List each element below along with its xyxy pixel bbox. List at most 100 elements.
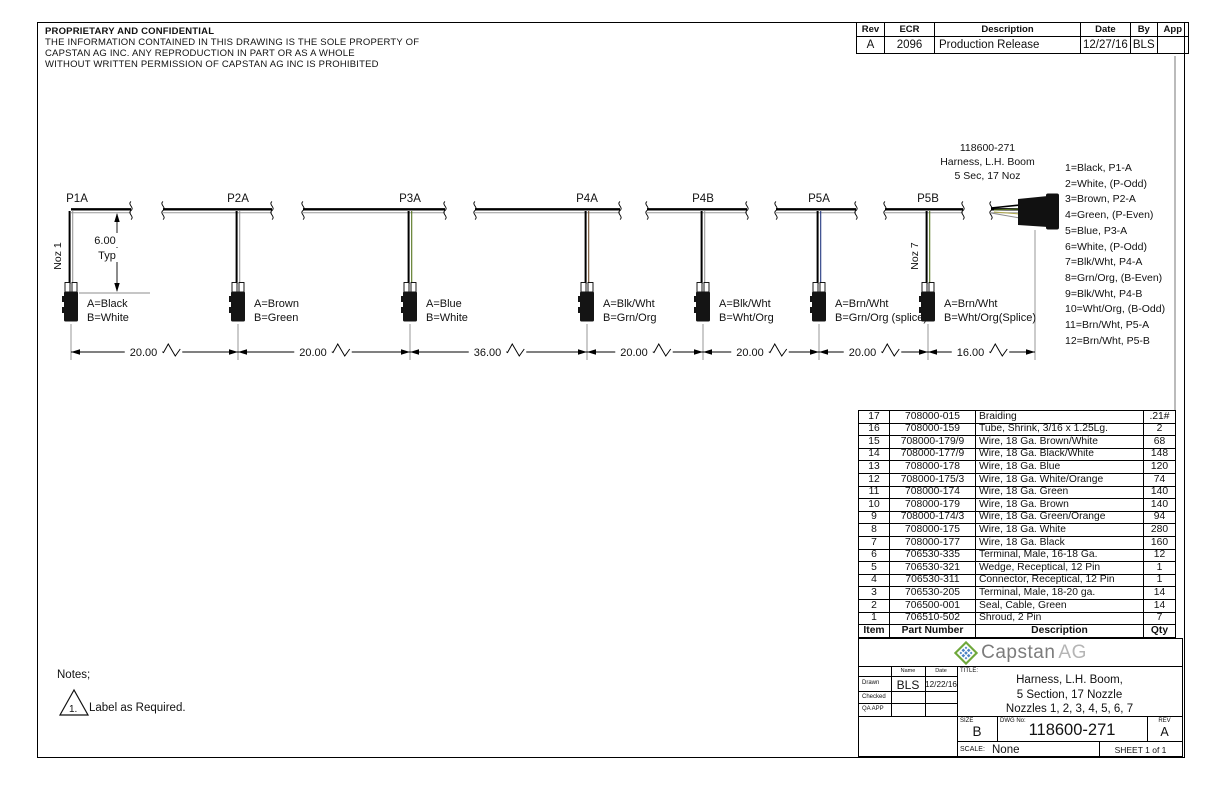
divider	[1147, 716, 1148, 741]
bom-cell: 13	[858, 460, 890, 474]
wire-b-label: B=Grn/Org (splice)	[835, 312, 927, 324]
bom-table: 17 708000-015 Braiding .21# 16 708000-159 Tube…	[858, 410, 1176, 638]
bom-cell: 708000-177	[889, 535, 976, 550]
notice-line: WITHOUT WRITTEN PERMISSION OF CAPSTAN AG…	[45, 59, 379, 70]
bom-cell: 10	[858, 498, 890, 512]
bom-cell: Braiding	[975, 410, 1144, 424]
app-value	[1156, 36, 1189, 54]
break-symbol	[473, 201, 477, 220]
bom-cell: 5	[858, 561, 890, 575]
bom-row: 9 708000-174/3 Wire, 18 Ga. Green/Orange 94	[858, 510, 1176, 525]
bom-cell: 4	[858, 573, 890, 588]
bom-row: 15 708000-179/9 Wire, 18 Ga. Brown/White 68	[858, 435, 1176, 449]
wire-list-item: 5=Blue, P3-A	[1065, 224, 1128, 237]
divider	[859, 676, 957, 677]
bom-cell: Wire, 18 Ga. Black/White	[975, 447, 1144, 462]
dimension-span: 36.00	[410, 342, 587, 362]
bom-cell: 3	[858, 586, 890, 600]
dimension-value: 20.00	[299, 347, 327, 359]
bom-cell: 14	[1143, 586, 1176, 600]
note-flag-triangle-icon: 1.	[58, 688, 90, 716]
bom-cell: Wire, 18 Ga. Brown	[975, 498, 1144, 512]
drop-p1a: P1A A=Black B=White Noz 1	[52, 193, 129, 324]
title-line-1: Harness, L.H. Boom,	[1016, 674, 1123, 686]
boom-end-connector	[990, 193, 1059, 230]
nozzle-connector-body	[64, 291, 78, 322]
connector-label: P5A	[808, 193, 830, 205]
revision-row: A 2096 Production Release 12/27/16 BLS	[856, 36, 1189, 54]
typ-dimension-suffix: Typ	[98, 250, 116, 262]
rev-label: REV	[1158, 718, 1171, 724]
bom-row: 11 708000-174 Wire, 18 Ga. Green 140	[858, 485, 1176, 500]
divider	[859, 703, 957, 704]
title-block: Capstan AG Name Date Drawn BLS 12/22/16 C…	[858, 638, 1183, 758]
bom-cell: 17	[858, 410, 890, 424]
bom-cell: 11	[858, 485, 890, 500]
drawn-name: BLS	[896, 677, 920, 692]
title-line-2: 5 Section, 17 Nozzle	[1016, 688, 1123, 701]
proprietary-notice: PROPRIETARY AND CONFIDENTIAL THE INFORMA…	[45, 26, 419, 70]
dimension-value: 36.00	[474, 347, 502, 359]
wire-a-label: A=Brn/Wht	[944, 298, 998, 310]
bom-cell: 140	[1143, 498, 1176, 512]
wire-list-item: 12=Brn/Wht, P5-B	[1065, 334, 1150, 347]
break-symbol	[745, 201, 749, 220]
nozzle-connector-body	[812, 291, 826, 322]
sheet-value: SHEET 1 of 1	[1114, 745, 1167, 755]
bom-cell: 9	[858, 510, 890, 525]
bom-cell: 1	[1143, 561, 1176, 575]
dimension-span: 20.00	[703, 342, 819, 362]
break-symbol	[883, 201, 887, 220]
divider	[859, 691, 957, 692]
divider	[957, 741, 1182, 742]
by-value: BLS	[1129, 36, 1158, 54]
divider	[859, 666, 1182, 667]
bom-cell: Wire, 18 Ga. Brown/White	[975, 435, 1144, 449]
wire-list-item: 4=Green, (P-Even)	[1065, 209, 1154, 222]
bom-cell: 706530-311	[889, 573, 976, 588]
bom-row: 2 706500-001 Seal, Cable, Green 14	[858, 598, 1176, 613]
drop-p5a: P5A A=Brn/Wht B=Grn/Org (splice)	[808, 193, 927, 324]
wire-list: 1=Black, P1-A 2=White, (P-Odd) 3=Brown, P2…	[1065, 161, 1165, 349]
bom-cell: 160	[1143, 535, 1176, 550]
brand-logo: Capstan AG	[859, 639, 1182, 666]
wire-list-item: 3=Brown, P2-A	[1065, 193, 1136, 206]
drawn-label: Drawn	[862, 680, 880, 686]
bom-cell: Wire, 18 Ga. Black	[975, 535, 1144, 550]
bom-cell: Wire, 18 Ga. Green/Orange	[975, 510, 1144, 525]
bom-header-cell: Part Number	[889, 624, 976, 638]
bom-row: 3 706530-205 Terminal, Male, 18-20 ga. 14	[858, 586, 1176, 600]
bom-row: 12 708000-175/3 Wire, 18 Ga. White/Orange 7…	[858, 472, 1176, 487]
brand-name: Capstan	[981, 641, 1056, 663]
dimension-value: 16.00	[957, 347, 985, 359]
ecr-value: 2096	[884, 36, 935, 54]
bom-cell: 120	[1143, 460, 1176, 474]
bom-cell: 706510-502	[889, 611, 976, 626]
sign-date-header: Date	[935, 667, 947, 674]
size-label: SIZE	[960, 718, 974, 724]
size-value: B	[972, 724, 982, 739]
bom-cell: Seal, Cable, Green	[975, 598, 1144, 613]
bom-cell: 14	[858, 447, 890, 462]
connector-label: P4B	[692, 193, 714, 205]
wire-a-label: A=Black	[87, 298, 128, 310]
dwg-no-label: DWG No:	[1000, 718, 1026, 724]
bom-row: 13 708000-178 Wire, 18 Ga. Blue 120	[858, 460, 1176, 474]
break-symbol	[854, 201, 858, 220]
break-symbol	[443, 201, 447, 220]
wire-a-label: A=Brown	[254, 298, 299, 310]
harness-end-label: 118600-271 Harness, L.H. Boom 5 Sec, 17 …	[905, 141, 1070, 183]
revision-table: Rev ECR Description Date By App A 2096 P…	[856, 22, 1189, 54]
bom-row: 1 706510-502 Shroud, 2 Pin 7	[858, 611, 1176, 626]
note-marker: 1.	[69, 704, 77, 715]
divider	[997, 716, 998, 741]
bom-cell: 7	[1143, 611, 1176, 626]
title-label: TITLE:	[960, 667, 979, 674]
dwg-no-value: 118600-271	[1028, 721, 1116, 739]
bom-cell: Wire, 18 Ga. Green	[975, 485, 1144, 500]
wire-a-label: A=Blk/Wht	[603, 298, 655, 310]
wire-b-label: B=Wht/Org	[719, 312, 774, 324]
connector-label: P3A	[399, 193, 421, 205]
drop-p3a: P3A A=Blue B=White	[399, 193, 468, 324]
